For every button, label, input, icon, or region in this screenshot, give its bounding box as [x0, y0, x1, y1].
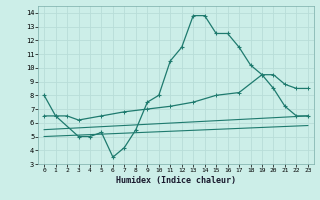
X-axis label: Humidex (Indice chaleur): Humidex (Indice chaleur) [116, 176, 236, 185]
